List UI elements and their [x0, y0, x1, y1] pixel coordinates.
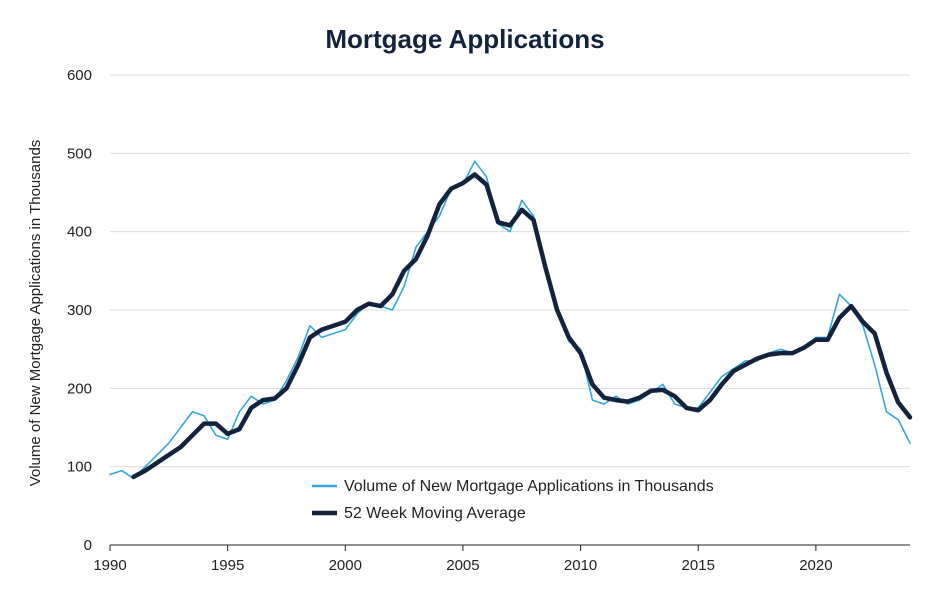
legend-label-weekly: Volume of New Mortgage Applications in T… — [344, 478, 714, 495]
x-tick-label: 1995 — [211, 557, 244, 574]
y-tick-label: 200 — [67, 380, 92, 397]
x-tick-label: 2020 — [799, 557, 832, 574]
x-tick-label: 2005 — [446, 557, 479, 574]
x-tick-label: 1990 — [93, 557, 126, 574]
legend-label-moving-average: 52 Week Moving Average — [344, 505, 526, 522]
chart-title: Mortgage Applications — [325, 24, 604, 54]
y-tick-label: 400 — [67, 224, 92, 241]
series-line-moving-average — [131, 172, 913, 480]
series-lines — [109, 160, 913, 480]
x-tick-label: 2010 — [564, 557, 597, 574]
y-axis-label: Volume of New Mortgage Applications in T… — [27, 140, 44, 487]
y-tick-label: 500 — [67, 145, 92, 162]
legend: Volume of New Mortgage Applications in T… — [312, 478, 714, 522]
gridlines — [110, 74, 910, 546]
x-tick-labels: 1990 1995 2000 2005 2010 2015 2020 — [93, 545, 833, 574]
y-tick-labels: 0 100 200 300 400 500 600 — [67, 67, 92, 554]
y-tick-label: 300 — [67, 302, 92, 319]
y-tick-label: 600 — [67, 67, 92, 84]
y-tick-label: 0 — [84, 537, 92, 554]
series-line-weekly-volume — [109, 160, 911, 480]
x-tick-label: 2000 — [329, 557, 362, 574]
x-tick-label: 2015 — [682, 557, 715, 574]
y-tick-label: 100 — [67, 459, 92, 476]
